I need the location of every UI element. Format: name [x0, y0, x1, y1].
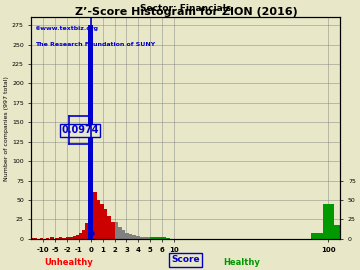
Text: The Research Foundation of SUNY: The Research Foundation of SUNY [35, 42, 155, 47]
Title: Z’-Score Histogram for ZION (2016): Z’-Score Histogram for ZION (2016) [75, 7, 297, 17]
Text: 0.0974: 0.0974 [62, 125, 99, 135]
Bar [66, 237, 69, 239]
Bar [118, 227, 122, 239]
Bar [150, 237, 154, 239]
Bar [129, 234, 132, 239]
Bar [93, 192, 97, 239]
Bar [79, 233, 82, 239]
Bar [157, 237, 161, 239]
Bar [140, 237, 143, 239]
Bar [31, 238, 37, 239]
Bar [136, 236, 140, 239]
Bar [340, 235, 345, 239]
Bar [62, 238, 66, 239]
Text: ©www.textbiz.org: ©www.textbiz.org [35, 26, 99, 31]
Bar [143, 237, 147, 239]
Bar [76, 235, 79, 239]
Bar [73, 236, 76, 239]
Bar [125, 233, 129, 239]
Bar [161, 237, 166, 239]
Bar [111, 222, 114, 239]
Text: Healthy: Healthy [223, 258, 260, 268]
Bar [69, 237, 73, 239]
Bar [88, 25, 93, 239]
Text: Unhealthy: Unhealthy [44, 258, 93, 268]
Bar [104, 209, 108, 239]
Bar [114, 222, 118, 239]
Y-axis label: Number of companies (997 total): Number of companies (997 total) [4, 76, 9, 181]
Bar [46, 238, 49, 239]
Bar [55, 238, 59, 239]
Bar [311, 233, 323, 239]
Bar [108, 215, 111, 239]
Bar [85, 223, 88, 239]
Bar [334, 225, 340, 239]
Bar [323, 204, 334, 239]
Bar [132, 235, 136, 239]
Bar [40, 238, 43, 239]
Text: Sector: Financials: Sector: Financials [140, 4, 231, 13]
X-axis label: Score: Score [172, 255, 200, 264]
Bar [82, 230, 85, 239]
Bar [97, 200, 100, 239]
Bar [122, 230, 125, 239]
Bar [147, 237, 150, 239]
Bar [59, 237, 62, 239]
Bar [100, 204, 104, 239]
Bar [166, 238, 170, 239]
Bar [154, 237, 157, 239]
Bar [50, 237, 54, 239]
